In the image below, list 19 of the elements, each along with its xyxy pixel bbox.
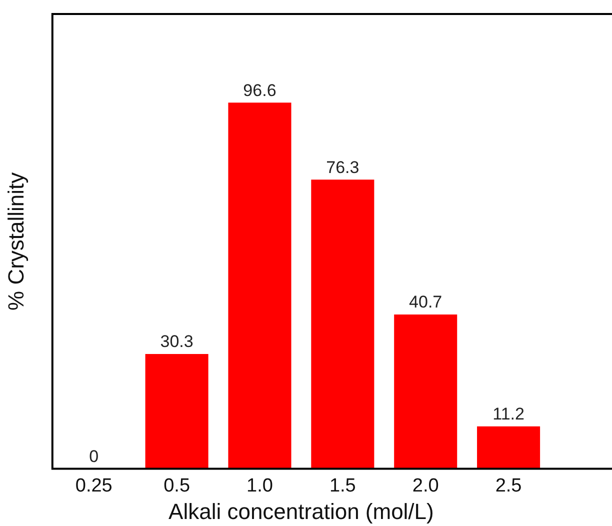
data-label: 96.6 — [243, 80, 276, 100]
x-tick-label: 1.5 — [329, 475, 356, 496]
data-label: 11.2 — [492, 404, 524, 424]
x-tick-label: 1.0 — [246, 475, 273, 496]
bar — [477, 426, 540, 469]
bar — [394, 314, 458, 469]
data-label: 76.3 — [326, 158, 360, 177]
data-label: 30.3 — [160, 332, 194, 352]
x-tick-label: 0.25 — [75, 475, 112, 496]
y-axis-title: % Crystallinity — [3, 172, 28, 310]
bar — [228, 102, 292, 469]
bar — [311, 180, 374, 469]
bar — [145, 354, 208, 469]
data-label: 0 — [89, 446, 99, 466]
x-axis-title: Alkali concentration (mol/L) — [168, 498, 434, 524]
x-tick-label: 2.0 — [412, 475, 439, 496]
data-label: 40.7 — [409, 292, 442, 312]
x-tick-label: 2.5 — [495, 475, 522, 496]
x-tick-label: 0.5 — [164, 475, 190, 496]
